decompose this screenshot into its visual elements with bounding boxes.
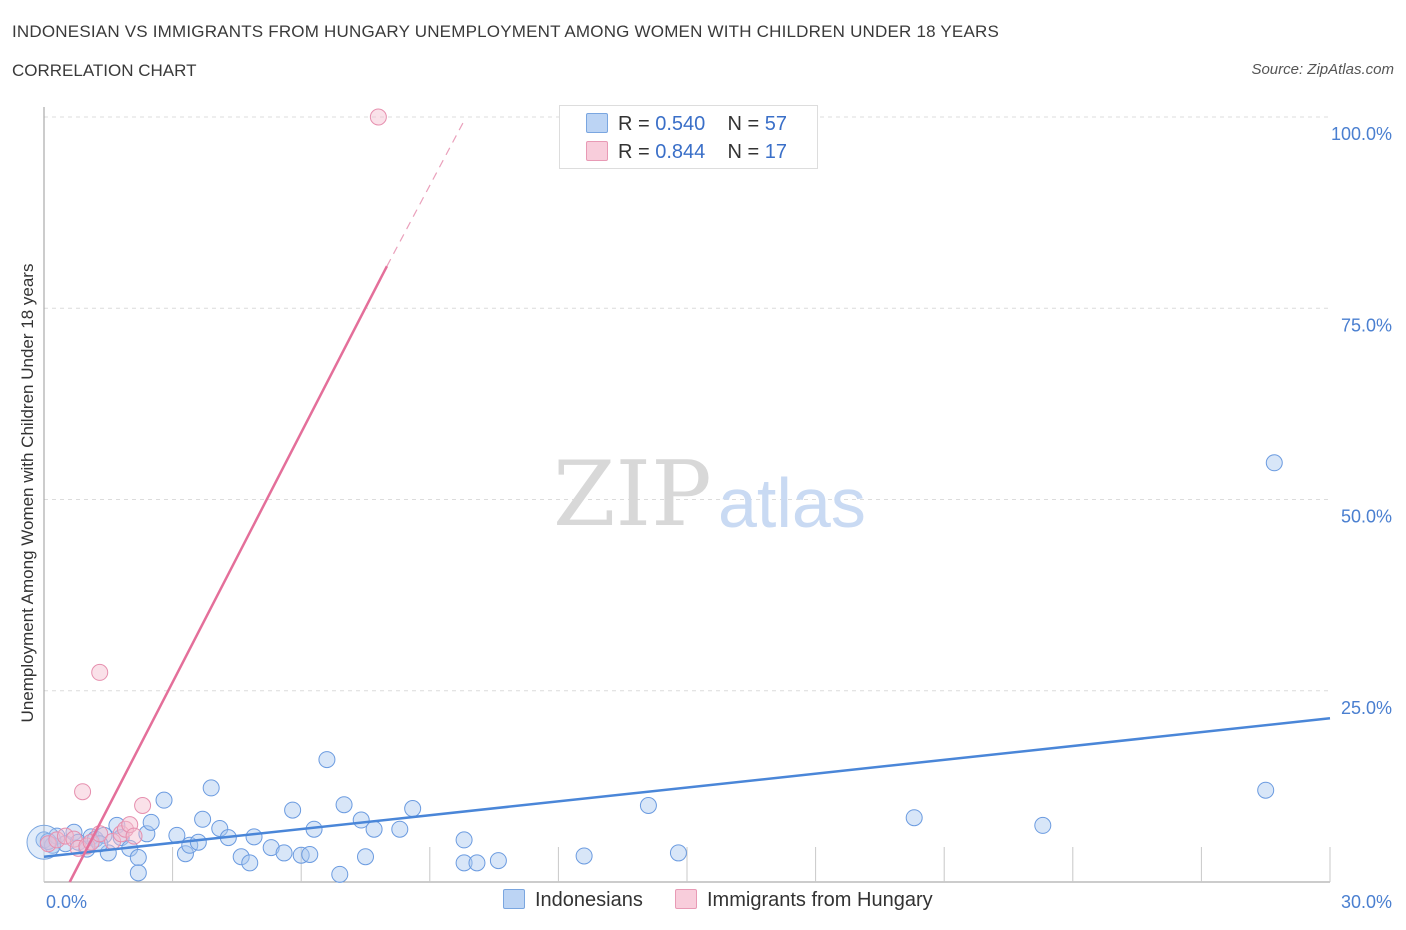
indonesians-point	[155, 791, 173, 809]
hungary-point	[125, 827, 143, 845]
bottom-legend-swatch-indonesians	[503, 889, 525, 909]
watermark: ZIP atlas	[553, 442, 866, 547]
indonesians-point	[404, 800, 422, 818]
indonesians-point	[455, 831, 473, 849]
indonesians-point	[202, 779, 220, 797]
legend-r-label: R =	[618, 113, 650, 135]
hungary-point	[91, 663, 109, 681]
hungary-trend-extension	[386, 120, 465, 267]
bottom-legend-hungary: Immigrants from Hungary	[675, 889, 933, 912]
indonesians-trend-line	[43, 717, 1331, 858]
indonesians-point	[194, 810, 212, 828]
indonesians-point	[301, 845, 319, 863]
indonesians-points	[26, 454, 1283, 883]
chart-title: INDONESIAN VS IMMIGRANTS FROM HUNGARY UN…	[12, 22, 1000, 41]
x-tick-label: 0.0%	[46, 892, 87, 912]
hungary-trend-line	[68, 265, 389, 883]
grid-lines	[44, 116, 1330, 692]
hungary-point	[39, 835, 57, 853]
indonesians-point	[335, 796, 353, 814]
indonesians-point	[232, 848, 250, 866]
hungary-point	[48, 831, 66, 849]
bottom-legend-label: Immigrants from Hungary	[707, 889, 933, 911]
x-tick-label: 30.0%	[1341, 892, 1392, 912]
indonesians-point	[189, 833, 207, 851]
bottom-legend-swatch-hungary	[675, 889, 697, 909]
legend-row-hungary: R = 0.844 N = 17	[586, 141, 787, 167]
y-axis-label: Unemployment Among Women with Children U…	[18, 264, 37, 723]
legend-row-indonesians: R = 0.540 N = 57	[586, 113, 787, 139]
indonesians-point	[138, 825, 156, 843]
correlation-legend: R = 0.540 N = 57 R = 0.844 N = 17	[559, 105, 818, 169]
indonesians-point	[1034, 816, 1052, 834]
indonesians-point	[357, 848, 374, 866]
indonesians-point	[245, 828, 263, 846]
hungary-point	[369, 108, 387, 126]
indonesians-point	[241, 854, 259, 872]
indonesians-point	[391, 820, 409, 838]
y-tick-label: 25.0%	[1341, 698, 1392, 718]
indonesians-point	[129, 864, 147, 882]
indonesians-point	[142, 813, 160, 831]
legend-n-label: N =	[727, 141, 760, 163]
y-tick-label: 50.0%	[1341, 507, 1392, 527]
indonesians-point	[292, 846, 310, 864]
indonesians-point	[905, 809, 923, 827]
indonesians-point	[318, 751, 336, 769]
axes	[43, 107, 1331, 883]
indonesians-point	[468, 854, 486, 872]
y-tick-label: 100.0%	[1331, 124, 1392, 144]
legend-n-label: N =	[727, 113, 760, 135]
hungary-point	[74, 783, 92, 801]
chart-subtitle: CORRELATION CHART	[12, 61, 197, 80]
trend-lines	[43, 120, 1331, 883]
indonesians-point	[176, 845, 194, 863]
indonesians-point	[455, 854, 473, 872]
indonesians-point	[275, 844, 293, 862]
watermark-atlas: atlas	[718, 464, 866, 542]
indonesians-point	[1257, 781, 1275, 799]
indonesians-point	[211, 819, 229, 837]
indonesians-point	[365, 820, 383, 838]
indonesians-point	[331, 865, 349, 883]
bottom-legend-label: Indonesians	[535, 889, 643, 911]
tick-labels: 25.0% 50.0% 75.0% 100.0% 0.0% 30.0%	[46, 124, 1392, 912]
indonesians-point	[489, 852, 507, 870]
legend-swatch-hungary	[586, 141, 608, 161]
indonesians-point	[284, 801, 302, 819]
legend-r-value: 0.844	[655, 141, 706, 163]
hungary-points	[39, 108, 387, 857]
legend-r-label: R =	[618, 141, 650, 163]
legend-r-value: 0.540	[655, 113, 706, 135]
hungary-point	[121, 816, 139, 834]
legend-n-value: 17	[764, 141, 788, 163]
indonesians-point	[262, 839, 280, 857]
hungary-point	[134, 797, 152, 814]
indonesians-point	[65, 823, 83, 841]
indonesians-point	[639, 797, 657, 814]
legend-n-value: 57	[764, 113, 788, 135]
bottom-legend-indonesians: Indonesians	[503, 889, 643, 912]
indonesians-point	[669, 844, 687, 862]
indonesians-point	[1265, 454, 1283, 472]
indonesians-point	[575, 847, 593, 865]
source-credit: Source: ZipAtlas.com	[1251, 61, 1394, 78]
legend-swatch-indonesians	[586, 113, 608, 133]
indonesians-point	[129, 849, 147, 867]
y-tick-label: 75.0%	[1341, 315, 1392, 335]
watermark-zip: ZIP	[553, 442, 712, 547]
